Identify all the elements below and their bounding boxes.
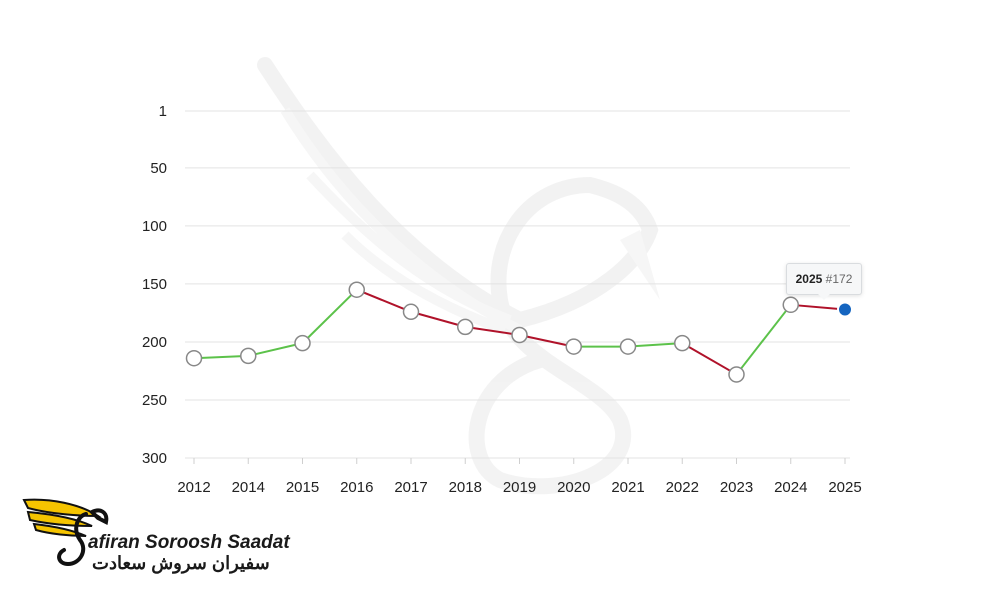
- series-segment: [627, 342, 683, 348]
- data-point[interactable]: [240, 347, 257, 365]
- brand-logo-icon: [22, 498, 109, 567]
- series-segment: [356, 288, 412, 313]
- series-segment: [790, 303, 846, 311]
- tooltip-rank: #172: [825, 272, 853, 286]
- y-tick-label: 300: [142, 450, 167, 467]
- x-tick-label: 2022: [666, 479, 699, 496]
- x-tick-label: 2017: [394, 479, 427, 496]
- data-point[interactable]: [565, 338, 582, 355]
- point-tooltip: 2025 #172: [786, 263, 862, 300]
- x-tick-label: 2012: [177, 479, 210, 496]
- data-point[interactable]: [402, 303, 420, 321]
- data-point[interactable]: [728, 366, 745, 383]
- data-point[interactable]: [511, 326, 528, 344]
- series-segment: [193, 354, 249, 360]
- tooltip-year: 2025: [795, 272, 823, 286]
- x-tick-label: 2024: [774, 479, 807, 496]
- watermark-logo: [257, 57, 660, 495]
- y-tick-label: 100: [142, 218, 167, 235]
- y-tick-label: 150: [142, 276, 167, 293]
- series-segment: [519, 334, 574, 348]
- highlighted-data-point[interactable]: [837, 301, 853, 318]
- data-point[interactable]: [348, 281, 365, 298]
- x-tick-label: 2019: [503, 479, 536, 496]
- x-tick-label: 2023: [720, 479, 753, 496]
- y-tick-label: 1: [159, 103, 167, 120]
- data-point[interactable]: [674, 334, 691, 352]
- brand-name-english: afiran Soroosh Saadat: [88, 532, 290, 553]
- y-tick-label: 50: [150, 160, 167, 177]
- data-point[interactable]: [294, 334, 311, 352]
- data-point[interactable]: [457, 318, 474, 336]
- x-tick-label: 2025: [828, 479, 861, 496]
- x-tick-label: 2015: [286, 479, 319, 496]
- x-tick-label: 2016: [340, 479, 373, 496]
- y-tick-label: 250: [142, 392, 167, 409]
- x-tick-label: 2020: [557, 479, 590, 496]
- series-segment: [681, 342, 738, 376]
- series-segment: [410, 310, 466, 328]
- data-point[interactable]: [782, 296, 799, 314]
- series-segment: [301, 289, 358, 344]
- x-tick-label: 2018: [449, 479, 482, 496]
- data-point[interactable]: [619, 338, 637, 355]
- series-segment: [735, 304, 792, 376]
- series-segment: [465, 325, 520, 336]
- x-tick-label: 2021: [611, 479, 644, 496]
- data-point[interactable]: [185, 349, 203, 367]
- y-tick-label: 200: [142, 334, 167, 351]
- x-tick-label: 2014: [232, 479, 265, 496]
- brand-name-persian: سفیران سروش سعادت: [92, 553, 270, 573]
- series-segment: [248, 342, 303, 357]
